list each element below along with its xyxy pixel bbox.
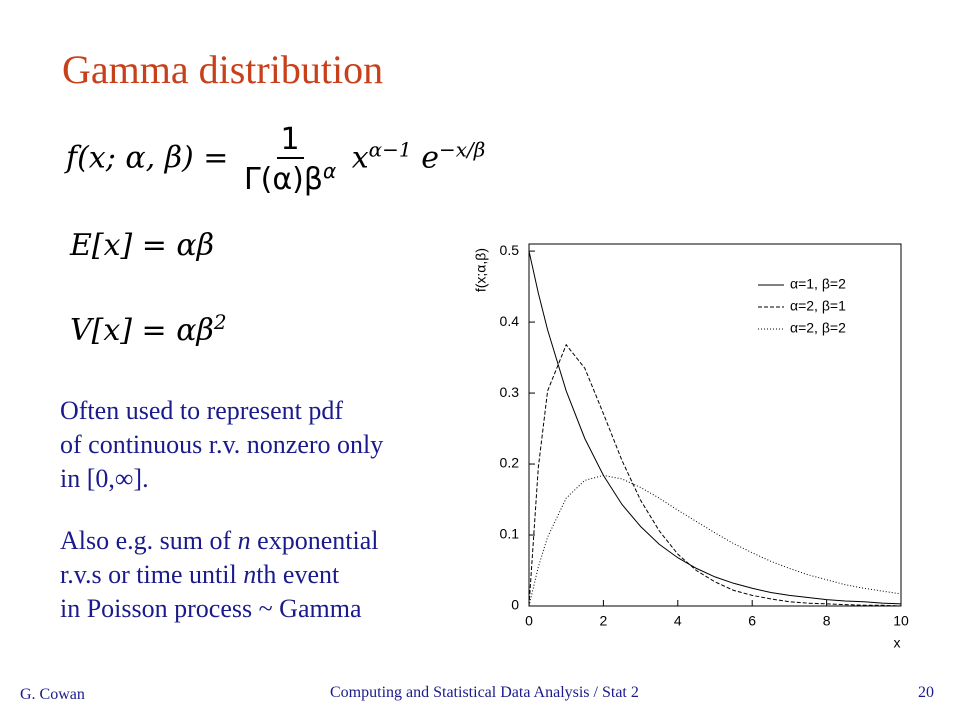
slide-title: Gamma distribution <box>62 47 384 92</box>
paragraph: Also e.g. sum of n exponential r.v.s or … <box>60 524 378 626</box>
denominator: Γ(α)βα <box>244 159 336 197</box>
mean-formula: E[x] = αβ <box>70 228 215 263</box>
text: r.v.s or time until <box>60 560 244 589</box>
legend-label: α=2, β=1 <box>790 298 846 314</box>
series-line <box>528 343 902 607</box>
text: th event <box>256 560 340 589</box>
pdf-formula: f(x; α, β) = 1 Γ(α)βα xα−1 e−x/β <box>66 122 485 197</box>
y-tick-label: 0.2 <box>500 455 520 471</box>
x-tick-label: 0 <box>525 613 533 629</box>
legend-label: α=2, β=2 <box>790 320 846 336</box>
text-line: r.v.s or time until nth event <box>60 558 378 592</box>
y-tick-label: 0.5 <box>500 242 520 258</box>
x-tick-label: 6 <box>748 613 756 629</box>
superscript: α <box>323 159 337 183</box>
fraction: 1 Γ(α)βα <box>244 122 336 197</box>
y-tick-label: 0.3 <box>500 384 520 400</box>
legend-label: α=1, β=2 <box>790 276 846 292</box>
text: exponential <box>250 526 379 555</box>
numerator: 1 <box>276 122 304 159</box>
text-line: in Poisson process ~ Gamma <box>60 594 362 623</box>
formula-text: x <box>351 140 369 176</box>
formula-text: V[x] = αβ <box>70 313 214 348</box>
text-line: of continuous r.v. nonzero only <box>60 430 384 459</box>
series-line <box>528 250 902 605</box>
x-tick-label: 2 <box>600 613 608 629</box>
superscript: α−1 <box>368 137 412 162</box>
variance-formula: V[x] = αβ2 <box>70 310 227 348</box>
superscript: 2 <box>213 310 227 334</box>
x-tick-label: 10 <box>893 613 909 629</box>
text: n <box>243 560 257 589</box>
footer-course: Computing and Statistical Data Analysis … <box>330 684 639 701</box>
text-line: in [0,∞]. <box>60 464 149 493</box>
x-axis-label: x <box>894 635 901 651</box>
superscript: −x/β <box>438 137 486 162</box>
x-tick-label: 4 <box>674 613 682 629</box>
text: Also e.g. sum of <box>60 526 238 555</box>
text: n <box>237 526 251 555</box>
plot-frame <box>528 243 902 607</box>
page-number: 20 <box>918 684 934 701</box>
series-line <box>528 474 902 607</box>
y-tick-label: 0.1 <box>500 526 520 542</box>
y-tick-label: 0.4 <box>500 313 520 329</box>
formula-text: Γ(α)β <box>243 162 324 197</box>
y-axis-label: f(x;α,β) <box>473 248 489 292</box>
formula-text: f(x; α, β) = <box>66 140 229 176</box>
x-tick-label: 8 <box>823 613 831 629</box>
formula-text: e <box>421 140 439 176</box>
text-line: Often used to represent pdf <box>60 396 344 425</box>
paragraph: Often used to represent pdf of continuou… <box>60 394 383 496</box>
y-tick-label: 0 <box>511 597 519 613</box>
text-line: Also e.g. sum of n exponential <box>60 524 378 558</box>
footer-author: G. Cowan <box>20 686 85 703</box>
